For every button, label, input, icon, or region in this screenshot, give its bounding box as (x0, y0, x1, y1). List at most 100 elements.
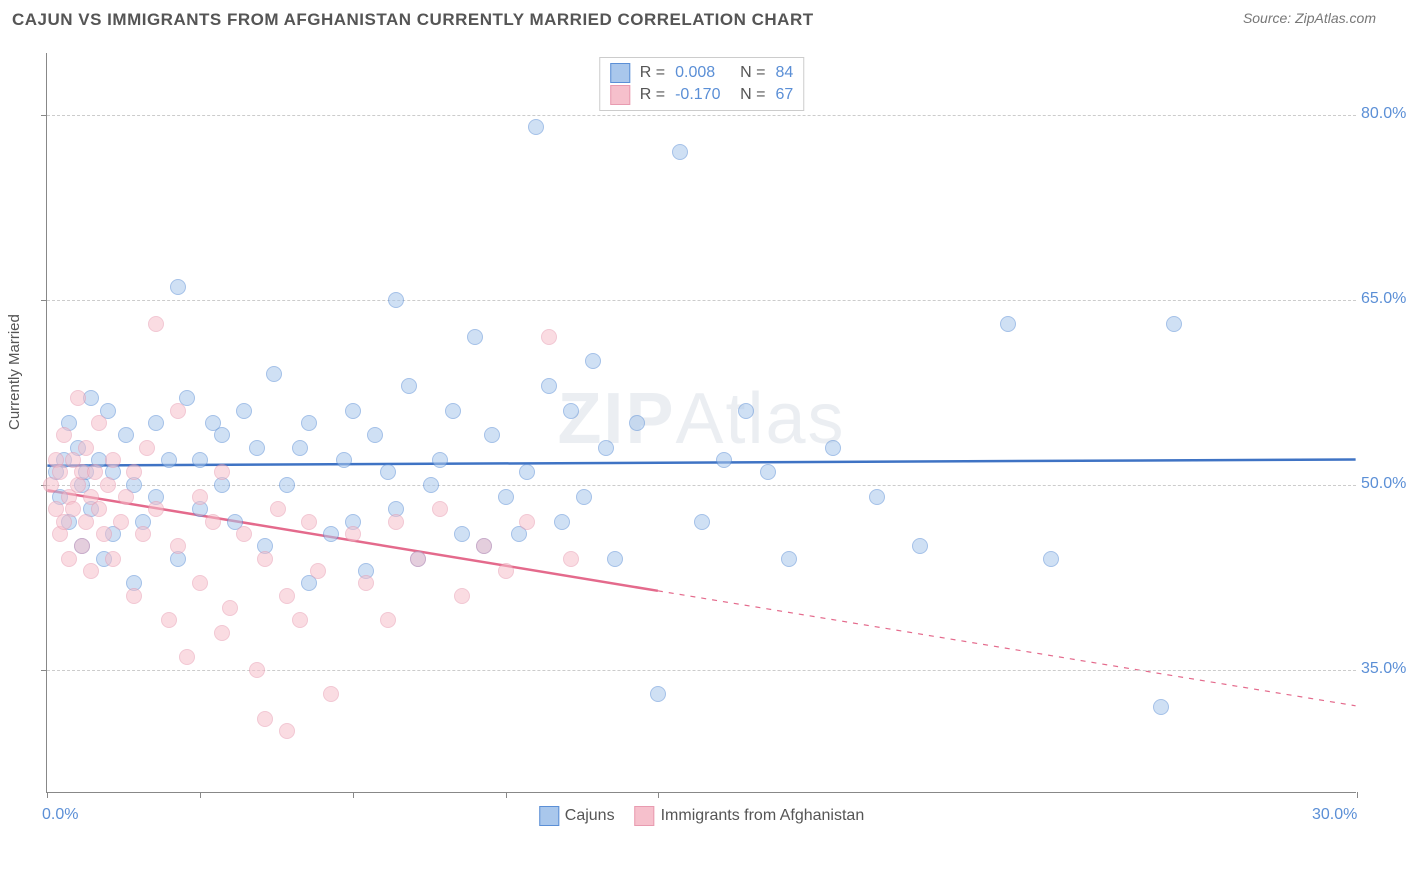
data-point (270, 501, 286, 517)
data-point (563, 551, 579, 567)
data-point (825, 440, 841, 456)
data-point (192, 452, 208, 468)
source-attribution: Source: ZipAtlas.com (1243, 10, 1376, 26)
gridline-h (47, 670, 1356, 671)
x-tick-label: 0.0% (42, 806, 78, 824)
data-point (78, 440, 94, 456)
trend-lines (47, 53, 1356, 792)
data-point (454, 588, 470, 604)
series-legend: Cajuns Immigrants from Afghanistan (539, 806, 864, 826)
data-point (1000, 316, 1016, 332)
y-tick-label: 50.0% (1361, 475, 1406, 493)
data-point (257, 711, 273, 727)
data-point (629, 415, 645, 431)
data-point (585, 353, 601, 369)
data-point (345, 526, 361, 542)
x-tick-mark (47, 792, 48, 798)
data-point (380, 464, 396, 480)
data-point (345, 403, 361, 419)
data-point (519, 514, 535, 530)
legend-label: Cajuns (565, 807, 615, 825)
data-point (528, 119, 544, 135)
data-point (912, 538, 928, 554)
data-point (236, 403, 252, 419)
legend-n-label: N = (740, 64, 765, 82)
data-point (170, 403, 186, 419)
data-point (113, 514, 129, 530)
data-point (367, 427, 383, 443)
data-point (118, 489, 134, 505)
data-point (738, 403, 754, 419)
data-point (87, 464, 103, 480)
data-point (598, 440, 614, 456)
data-point (410, 551, 426, 567)
data-point (467, 329, 483, 345)
data-point (52, 464, 68, 480)
chart-title: CAJUN VS IMMIGRANTS FROM AFGHANISTAN CUR… (12, 10, 814, 30)
legend-r-value: -0.170 (675, 86, 730, 104)
data-point (476, 538, 492, 554)
data-point (192, 489, 208, 505)
x-tick-mark (353, 792, 354, 798)
legend-row: R = -0.170N = 67 (610, 84, 793, 106)
y-tick-mark (41, 670, 47, 671)
data-point (126, 588, 142, 604)
x-tick-mark (506, 792, 507, 798)
data-point (869, 489, 885, 505)
data-point (760, 464, 776, 480)
data-point (388, 292, 404, 308)
data-point (105, 452, 121, 468)
data-point (607, 551, 623, 567)
data-point (301, 514, 317, 530)
data-point (96, 526, 112, 542)
data-point (56, 427, 72, 443)
data-point (279, 723, 295, 739)
gridline-h (47, 485, 1356, 486)
data-point (236, 526, 252, 542)
data-point (148, 316, 164, 332)
data-point (358, 575, 374, 591)
data-point (161, 452, 177, 468)
data-point (61, 551, 77, 567)
legend-swatch (635, 806, 655, 826)
data-point (310, 563, 326, 579)
x-tick-label: 30.0% (1312, 806, 1357, 824)
data-point (214, 427, 230, 443)
legend-swatch (610, 85, 630, 105)
data-point (222, 600, 238, 616)
y-tick-mark (41, 300, 47, 301)
x-tick-mark (200, 792, 201, 798)
data-point (716, 452, 732, 468)
data-point (205, 514, 221, 530)
scatter-chart: ZIPAtlas R = 0.008N = 84R = -0.170N = 67… (46, 53, 1356, 793)
legend-r-label: R = (640, 64, 665, 82)
data-point (445, 403, 461, 419)
data-point (91, 415, 107, 431)
data-point (432, 501, 448, 517)
data-point (541, 329, 557, 345)
data-point (650, 686, 666, 702)
data-point (563, 403, 579, 419)
legend-label: Immigrants from Afghanistan (661, 807, 865, 825)
data-point (292, 612, 308, 628)
x-tick-mark (658, 792, 659, 798)
data-point (91, 501, 107, 517)
gridline-h (47, 300, 1356, 301)
data-point (1153, 699, 1169, 715)
data-point (323, 686, 339, 702)
data-point (279, 477, 295, 493)
data-point (432, 452, 448, 468)
legend-r-label: R = (640, 86, 665, 104)
legend-swatch (610, 63, 630, 83)
data-point (554, 514, 570, 530)
y-tick-mark (41, 115, 47, 116)
y-tick-label: 65.0% (1361, 290, 1406, 308)
data-point (323, 526, 339, 542)
data-point (380, 612, 396, 628)
data-point (192, 575, 208, 591)
y-tick-label: 80.0% (1361, 105, 1406, 123)
data-point (70, 390, 86, 406)
data-point (423, 477, 439, 493)
data-point (214, 625, 230, 641)
data-point (74, 538, 90, 554)
